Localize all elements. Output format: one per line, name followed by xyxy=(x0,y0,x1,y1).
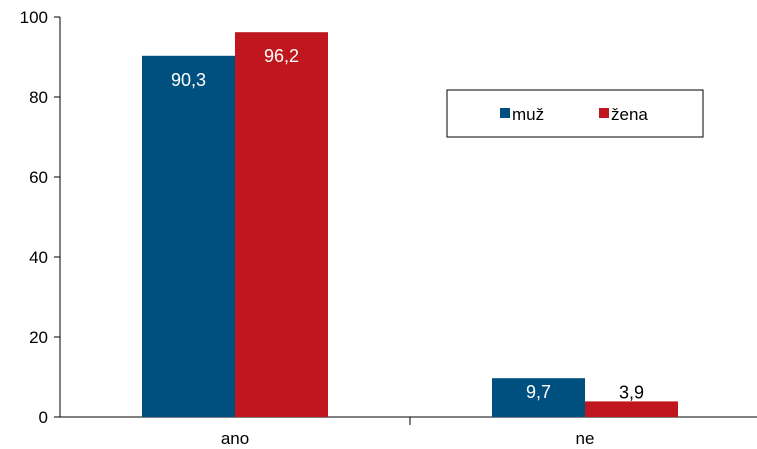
bars xyxy=(142,32,678,418)
y-tick-label: 100 xyxy=(20,8,48,27)
y-tick-label: 80 xyxy=(29,88,48,107)
y-tick-label: 40 xyxy=(29,248,48,267)
data-label: 90,3 xyxy=(171,70,206,90)
legend-swatch-zena xyxy=(599,108,609,118)
legend: muž žena xyxy=(446,89,704,138)
bar-zena-ne xyxy=(585,401,678,417)
legend-label-zena: žena xyxy=(611,105,648,124)
y-tick-label: 60 xyxy=(29,168,48,187)
data-label: 3,9 xyxy=(619,382,644,402)
legend-label-muz: muž xyxy=(512,105,544,124)
x-tick-label: ne xyxy=(576,429,595,448)
axes: 0 20 40 60 80 100 ano ne xyxy=(20,8,757,448)
bar-muz-ano xyxy=(142,55,235,418)
legend-swatch-muz xyxy=(500,108,510,118)
y-tick-label: 20 xyxy=(29,328,48,347)
legend-box xyxy=(446,89,704,138)
data-label: 9,7 xyxy=(526,382,551,402)
data-label: 96,2 xyxy=(264,46,299,66)
bar-zena-ano xyxy=(235,32,328,417)
bar-muz-ne xyxy=(492,378,585,417)
data-labels: 90,3 96,2 9,7 3,9 xyxy=(171,46,644,402)
x-tick-label: ano xyxy=(221,429,249,448)
y-tick-label: 0 xyxy=(39,408,48,427)
